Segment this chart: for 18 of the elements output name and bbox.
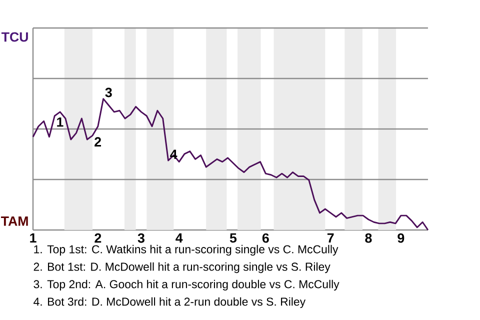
text: 3. Top 2nd: A. Gooch hit a run-scoring double vs C. McCully: [34, 280, 340, 291]
x-tick-label: 7: [327, 233, 334, 243]
text: 4. Bot 3rd: D. McDowell hit a 2-run double vs S. Riley: [34, 297, 306, 308]
annotation: 3: [105, 88, 112, 98]
x-tick-label: 9: [398, 233, 404, 243]
text: 2. Bot 1st: D. McDowell hit a run-scoring single vs S. Riley: [34, 262, 330, 274]
x-tick-label: 2: [94, 233, 102, 243]
x-tick-label: 6: [262, 233, 269, 243]
annotation: 1: [57, 117, 64, 127]
annotation: 2: [94, 137, 101, 146]
x-tick-label: 3: [138, 233, 144, 243]
x-tick-label: 8: [365, 233, 372, 243]
x-tick-label: 4: [176, 233, 183, 243]
x-tick-label: 1: [30, 233, 36, 243]
text: 1. Top 1st: C. Watkins hit a run-scoring single vs C. McCully: [34, 244, 338, 256]
text: TAM: [0, 216, 28, 226]
text: TCU: [1, 32, 28, 42]
x-tick-label: 5: [230, 233, 237, 243]
